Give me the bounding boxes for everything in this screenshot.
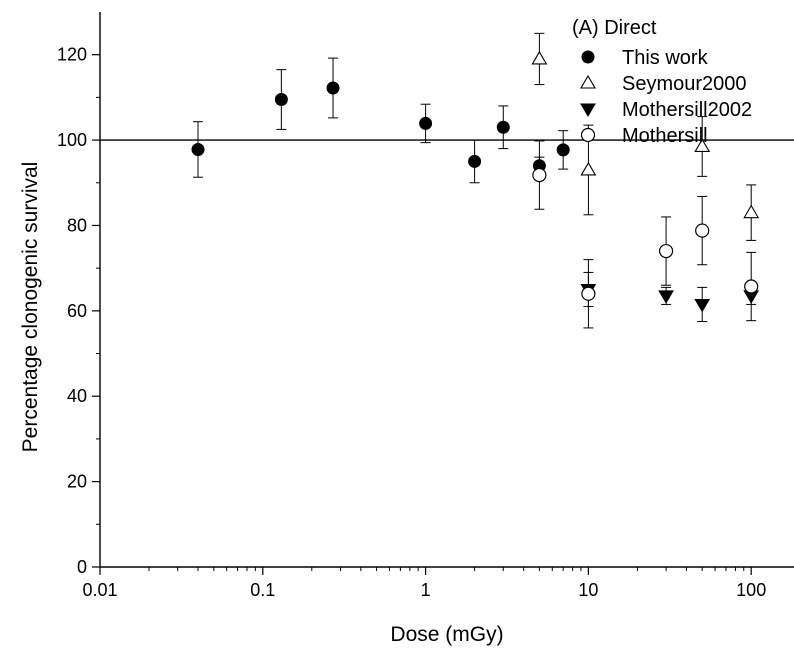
- data-point: [580, 161, 597, 176]
- series-mothersill: [532, 140, 759, 329]
- data-point: [556, 143, 570, 157]
- data-point: [191, 142, 205, 156]
- data-point: [743, 204, 760, 219]
- data-point: [744, 279, 759, 294]
- legend-marker: [580, 103, 596, 117]
- y-tick-label: 120: [57, 45, 87, 65]
- data-point: [496, 120, 510, 134]
- x-tick-label: 10: [578, 580, 598, 600]
- y-tick-label: 0: [77, 557, 87, 577]
- data-point: [658, 243, 674, 259]
- y-tick-label: 60: [67, 301, 87, 321]
- data-point: [658, 290, 674, 304]
- legend-entry: Seymour2000: [622, 73, 747, 95]
- legend: (A) Direct This work Seymour2000 Mothersill…: [572, 17, 752, 147]
- y-axis-title: Percentage clonogenic survival: [19, 162, 42, 453]
- y-tick-label: 40: [67, 386, 87, 406]
- legend-title: (A) Direct: [572, 17, 657, 39]
- y-tick-label: 80: [67, 215, 87, 235]
- x-tick-label: 1: [421, 580, 431, 600]
- data-point: [326, 81, 340, 95]
- data-point: [419, 116, 433, 130]
- x-tick-label: 0.1: [250, 580, 275, 600]
- data-point: [532, 167, 547, 183]
- data-point: [694, 298, 711, 313]
- y-tick-label: 100: [57, 130, 87, 150]
- data-point: [694, 138, 711, 153]
- legend-marker: [580, 74, 596, 89]
- legend-marker: [581, 50, 595, 64]
- series-this-work: [191, 57, 570, 184]
- series-mothersill2002: [580, 271, 760, 323]
- data-point: [581, 286, 596, 301]
- x-axis-title: Dose (mGy): [390, 623, 503, 646]
- y-tick-label: 20: [67, 472, 87, 492]
- data-point: [468, 154, 482, 168]
- legend-entry: This work: [622, 47, 709, 69]
- legend-entry: Mothersill2002: [622, 99, 752, 121]
- x-tick-label: 0.01: [82, 580, 117, 600]
- legend-entry: Mothersill: [622, 125, 708, 147]
- x-tick-label: 100: [736, 580, 766, 600]
- data-point: [531, 50, 548, 65]
- data-point: [274, 93, 288, 107]
- data-point: [695, 223, 710, 238]
- series-seymour2000: [531, 32, 760, 241]
- legend-marker: [580, 127, 596, 143]
